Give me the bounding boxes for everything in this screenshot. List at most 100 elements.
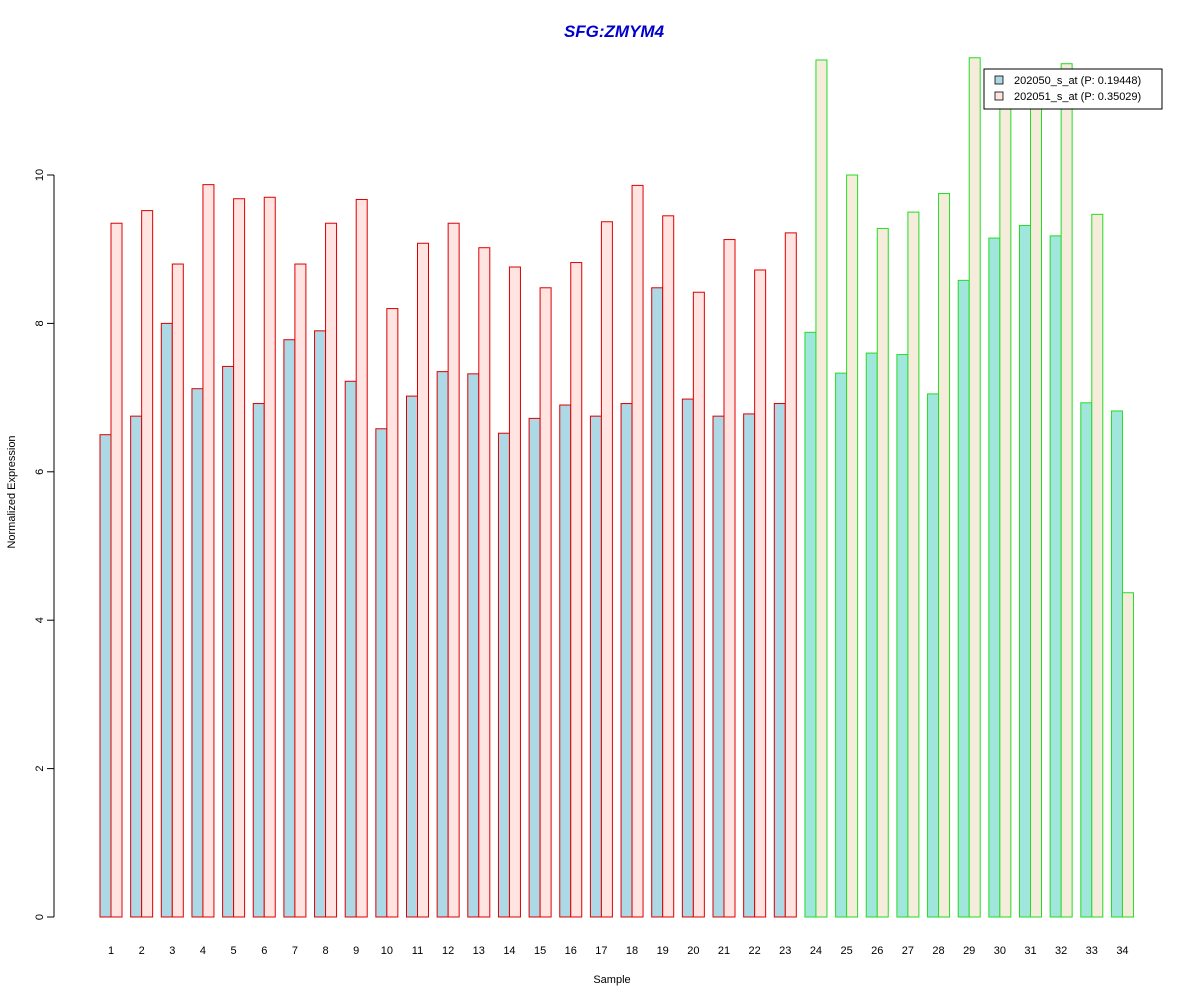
bar-series-2 [202, 184, 215, 918]
x-tick-label: 30 [994, 945, 1006, 957]
x-tick-label: 5 [231, 945, 237, 957]
x-tick-label: 25 [840, 945, 852, 957]
x-tick-label: 18 [626, 945, 638, 957]
bar-series-2 [447, 222, 460, 918]
x-tick-label: 13 [473, 945, 485, 957]
bar-series-1 [1110, 410, 1123, 918]
bar-series-1 [375, 428, 388, 918]
bar-series-2 [938, 193, 951, 918]
bar-series-1 [436, 371, 449, 918]
bar-series-2 [815, 59, 828, 918]
x-tick-label: 22 [749, 945, 761, 957]
legend: 202050_s_at (P: 0.19448) 202051_s_at (P:… [983, 68, 1163, 110]
x-tick-label: 33 [1086, 945, 1098, 957]
x-tick-label: 16 [565, 945, 577, 957]
x-tick-label: 24 [810, 945, 822, 957]
bar-series-2 [754, 269, 767, 918]
bar-series-2 [570, 262, 583, 918]
y-tick-label: 10 [34, 169, 46, 181]
x-tick-label: 10 [381, 945, 393, 957]
legend-box [983, 68, 1163, 110]
bar-series-2 [907, 211, 920, 918]
x-tick-label: 15 [534, 945, 546, 957]
bar-series-1 [988, 237, 1001, 918]
bar-series-2 [600, 221, 613, 918]
bar-series-2 [846, 174, 859, 918]
bar-series-1 [314, 330, 327, 918]
bar-series-1 [773, 403, 786, 918]
bar-series-2 [539, 287, 552, 918]
x-tick-label: 12 [442, 945, 454, 957]
x-tick-label: 8 [322, 945, 328, 957]
bar-series-2 [1121, 592, 1134, 918]
y-tick-label: 8 [34, 320, 46, 326]
bar-series-1 [252, 403, 265, 918]
bar-series-2 [631, 184, 644, 918]
x-tick-label: 19 [657, 945, 669, 957]
bar-series-2 [355, 198, 368, 918]
bar-series-2 [692, 291, 705, 918]
bar-series-1 [497, 432, 510, 918]
legend-label-series-1: 202050_s_at (P: 0.19448) [1014, 75, 1141, 87]
x-tick-label: 28 [932, 945, 944, 957]
bar-series-2 [417, 242, 429, 918]
x-tick-labels: 1 2 3 4 5 6 7 8 9 10 11 12 13 14 15 16 17 18 19 20 21 22 23 24 2… [108, 945, 1129, 957]
bar-series-1 [160, 322, 173, 918]
bar-series-2 [784, 232, 797, 918]
x-tick-label: 6 [261, 945, 267, 957]
bar-series-2 [1091, 213, 1104, 918]
bar-series-1 [283, 339, 296, 918]
x-tick-label: 23 [779, 945, 791, 957]
chart-title: SFG:ZMYM4 [564, 22, 665, 41]
x-tick-label: 3 [169, 945, 175, 957]
bar-series-2 [141, 210, 154, 918]
x-tick-label: 27 [902, 945, 914, 957]
bar-series-1 [620, 403, 633, 918]
legend-swatch-series-2 [994, 91, 1004, 101]
bar-series-2 [508, 266, 521, 918]
bar-series-1 [467, 373, 480, 918]
bar-series-2 [263, 196, 276, 918]
x-tick-label: 31 [1024, 945, 1036, 957]
bar-series-1 [804, 331, 817, 918]
y-axis: 0 2 4 6 8 10 [34, 169, 55, 920]
x-tick-label: 34 [1116, 945, 1128, 957]
bar-series-1 [927, 393, 940, 918]
bar-series-2 [294, 263, 307, 918]
x-tick-label: 26 [871, 945, 883, 957]
bar-series-2 [386, 308, 399, 918]
y-tick-label: 0 [34, 914, 46, 920]
bar-series-2 [110, 222, 123, 918]
bar-series-1 [344, 380, 357, 918]
x-tick-label: 29 [963, 945, 975, 957]
x-axis-label: Sample [593, 974, 630, 986]
y-tick-label: 6 [34, 469, 46, 475]
bar-series-1 [130, 415, 143, 918]
bar-series-1 [835, 372, 848, 918]
bar-series-2 [171, 263, 184, 918]
bar-series-1 [1019, 224, 1031, 918]
x-tick-label: 1 [108, 945, 114, 957]
bar-series-1 [191, 388, 204, 918]
x-tick-label: 14 [503, 945, 515, 957]
bar-series-1 [406, 395, 418, 918]
bar-series-1 [559, 404, 572, 918]
bar-series-1 [957, 279, 970, 918]
x-tick-label: 32 [1055, 945, 1067, 957]
bar-series-1 [865, 352, 878, 918]
bars [99, 57, 1134, 918]
x-tick-label: 21 [718, 945, 730, 957]
legend-label-series-2: 202051_s_at (P: 0.35029) [1014, 91, 1141, 103]
bar-series-1 [896, 354, 909, 918]
bar-series-1 [681, 398, 694, 918]
bar-series-1 [1049, 235, 1062, 918]
bar-series-1 [651, 287, 664, 918]
y-tick-label: 4 [34, 617, 46, 623]
x-tick-label: 9 [353, 945, 359, 957]
bar-series-1 [589, 415, 602, 918]
bar-series-2 [999, 100, 1012, 918]
bar-series-2 [233, 198, 246, 918]
x-tick-label: 2 [139, 945, 145, 957]
bar-series-2 [723, 239, 736, 918]
